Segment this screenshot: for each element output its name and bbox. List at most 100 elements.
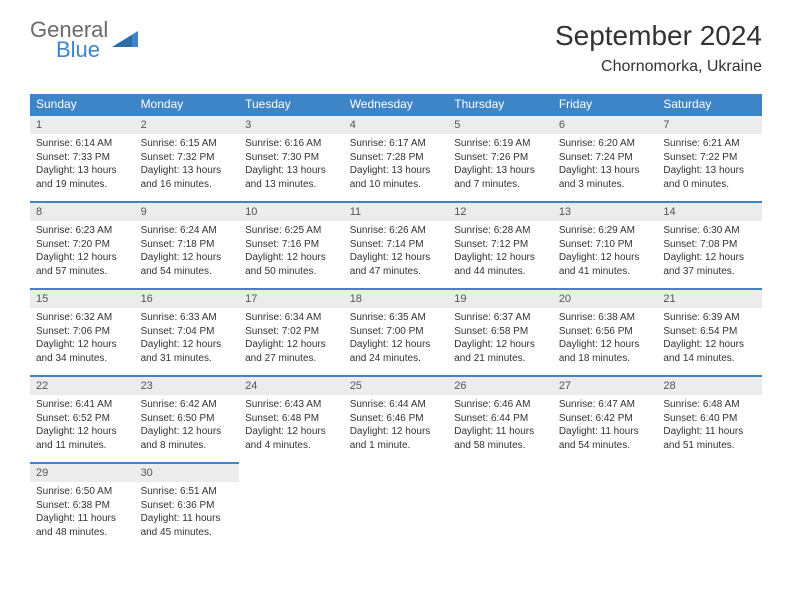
sunrise-text: Sunrise: 6:32 AM: [36, 311, 129, 325]
sunset-text: Sunset: 7:22 PM: [663, 151, 756, 165]
daylight-text: Daylight: 12 hours and 47 minutes.: [350, 251, 443, 278]
sunrise-text: Sunrise: 6:20 AM: [559, 137, 652, 151]
title-block: September 2024 Chornomorka, Ukraine: [555, 20, 762, 76]
day-number: 16: [135, 290, 240, 308]
day-cell: 15Sunrise: 6:32 AMSunset: 7:06 PMDayligh…: [30, 289, 135, 376]
dow-header-row: Sunday Monday Tuesday Wednesday Thursday…: [30, 94, 762, 115]
sunrise-text: Sunrise: 6:33 AM: [141, 311, 234, 325]
day-number: 18: [344, 290, 449, 308]
day-cell: 4Sunrise: 6:17 AMSunset: 7:28 PMDaylight…: [344, 115, 449, 202]
daylight-text: Daylight: 12 hours and 14 minutes.: [663, 338, 756, 365]
day-cell: 13Sunrise: 6:29 AMSunset: 7:10 PMDayligh…: [553, 202, 658, 289]
daylight-text: Daylight: 11 hours and 58 minutes.: [454, 425, 547, 452]
day-number: 24: [239, 377, 344, 395]
day-cell: 12Sunrise: 6:28 AMSunset: 7:12 PMDayligh…: [448, 202, 553, 289]
daylight-text: Daylight: 13 hours and 0 minutes.: [663, 164, 756, 191]
day-cell: 18Sunrise: 6:35 AMSunset: 7:00 PMDayligh…: [344, 289, 449, 376]
day-cell: [344, 463, 449, 549]
day-cell: 16Sunrise: 6:33 AMSunset: 7:04 PMDayligh…: [135, 289, 240, 376]
day-cell: 1Sunrise: 6:14 AMSunset: 7:33 PMDaylight…: [30, 115, 135, 202]
sunrise-text: Sunrise: 6:46 AM: [454, 398, 547, 412]
sunset-text: Sunset: 7:12 PM: [454, 238, 547, 252]
day-body: Sunrise: 6:20 AMSunset: 7:24 PMDaylight:…: [553, 134, 658, 201]
day-body: Sunrise: 6:21 AMSunset: 7:22 PMDaylight:…: [657, 134, 762, 201]
day-number: 27: [553, 377, 658, 395]
day-number: 14: [657, 203, 762, 221]
day-body: Sunrise: 6:16 AMSunset: 7:30 PMDaylight:…: [239, 134, 344, 201]
sunrise-text: Sunrise: 6:19 AM: [454, 137, 547, 151]
sunrise-text: Sunrise: 6:38 AM: [559, 311, 652, 325]
sunset-text: Sunset: 7:32 PM: [141, 151, 234, 165]
day-number: 15: [30, 290, 135, 308]
sunrise-text: Sunrise: 6:41 AM: [36, 398, 129, 412]
sunset-text: Sunset: 6:50 PM: [141, 412, 234, 426]
dow-sunday: Sunday: [30, 94, 135, 115]
sunrise-text: Sunrise: 6:30 AM: [663, 224, 756, 238]
day-cell: 30Sunrise: 6:51 AMSunset: 6:36 PMDayligh…: [135, 463, 240, 549]
daylight-text: Daylight: 12 hours and 57 minutes.: [36, 251, 129, 278]
day-cell: [657, 463, 762, 549]
day-cell: 14Sunrise: 6:30 AMSunset: 7:08 PMDayligh…: [657, 202, 762, 289]
day-cell: 11Sunrise: 6:26 AMSunset: 7:14 PMDayligh…: [344, 202, 449, 289]
sunset-text: Sunset: 6:48 PM: [245, 412, 338, 426]
day-body: Sunrise: 6:48 AMSunset: 6:40 PMDaylight:…: [657, 395, 762, 462]
daylight-text: Daylight: 12 hours and 50 minutes.: [245, 251, 338, 278]
day-cell: 10Sunrise: 6:25 AMSunset: 7:16 PMDayligh…: [239, 202, 344, 289]
day-cell: 23Sunrise: 6:42 AMSunset: 6:50 PMDayligh…: [135, 376, 240, 463]
day-cell: 5Sunrise: 6:19 AMSunset: 7:26 PMDaylight…: [448, 115, 553, 202]
day-number: 8: [30, 203, 135, 221]
day-body: Sunrise: 6:23 AMSunset: 7:20 PMDaylight:…: [30, 221, 135, 288]
triangle-icon: [112, 27, 138, 47]
day-cell: [553, 463, 658, 549]
calendar-table: Sunday Monday Tuesday Wednesday Thursday…: [30, 94, 762, 549]
daylight-text: Daylight: 11 hours and 45 minutes.: [141, 512, 234, 539]
sunrise-text: Sunrise: 6:47 AM: [559, 398, 652, 412]
day-body: Sunrise: 6:37 AMSunset: 6:58 PMDaylight:…: [448, 308, 553, 375]
sunset-text: Sunset: 6:56 PM: [559, 325, 652, 339]
day-number: 3: [239, 116, 344, 134]
day-cell: 19Sunrise: 6:37 AMSunset: 6:58 PMDayligh…: [448, 289, 553, 376]
day-body: Sunrise: 6:29 AMSunset: 7:10 PMDaylight:…: [553, 221, 658, 288]
sunset-text: Sunset: 7:08 PM: [663, 238, 756, 252]
day-cell: 7Sunrise: 6:21 AMSunset: 7:22 PMDaylight…: [657, 115, 762, 202]
sunrise-text: Sunrise: 6:14 AM: [36, 137, 129, 151]
day-cell: 26Sunrise: 6:46 AMSunset: 6:44 PMDayligh…: [448, 376, 553, 463]
sunset-text: Sunset: 6:54 PM: [663, 325, 756, 339]
sunrise-text: Sunrise: 6:21 AM: [663, 137, 756, 151]
day-body: Sunrise: 6:32 AMSunset: 7:06 PMDaylight:…: [30, 308, 135, 375]
day-cell: 27Sunrise: 6:47 AMSunset: 6:42 PMDayligh…: [553, 376, 658, 463]
sunset-text: Sunset: 7:24 PM: [559, 151, 652, 165]
sunrise-text: Sunrise: 6:17 AM: [350, 137, 443, 151]
day-body: Sunrise: 6:47 AMSunset: 6:42 PMDaylight:…: [553, 395, 658, 462]
day-body: Sunrise: 6:43 AMSunset: 6:48 PMDaylight:…: [239, 395, 344, 462]
sunset-text: Sunset: 7:06 PM: [36, 325, 129, 339]
daylight-text: Daylight: 13 hours and 19 minutes.: [36, 164, 129, 191]
daylight-text: Daylight: 12 hours and 4 minutes.: [245, 425, 338, 452]
sunrise-text: Sunrise: 6:25 AM: [245, 224, 338, 238]
table-row: 22Sunrise: 6:41 AMSunset: 6:52 PMDayligh…: [30, 376, 762, 463]
day-number: 2: [135, 116, 240, 134]
page-title: September 2024: [555, 20, 762, 52]
sunrise-text: Sunrise: 6:39 AM: [663, 311, 756, 325]
day-cell: 24Sunrise: 6:43 AMSunset: 6:48 PMDayligh…: [239, 376, 344, 463]
brand-logo: General Blue: [30, 20, 138, 60]
dow-friday: Friday: [553, 94, 658, 115]
day-number: 20: [553, 290, 658, 308]
table-row: 8Sunrise: 6:23 AMSunset: 7:20 PMDaylight…: [30, 202, 762, 289]
day-number: 4: [344, 116, 449, 134]
table-row: 29Sunrise: 6:50 AMSunset: 6:38 PMDayligh…: [30, 463, 762, 549]
day-number: 22: [30, 377, 135, 395]
day-body: Sunrise: 6:33 AMSunset: 7:04 PMDaylight:…: [135, 308, 240, 375]
sunrise-text: Sunrise: 6:51 AM: [141, 485, 234, 499]
day-cell: 17Sunrise: 6:34 AMSunset: 7:02 PMDayligh…: [239, 289, 344, 376]
dow-tuesday: Tuesday: [239, 94, 344, 115]
daylight-text: Daylight: 12 hours and 8 minutes.: [141, 425, 234, 452]
day-cell: 9Sunrise: 6:24 AMSunset: 7:18 PMDaylight…: [135, 202, 240, 289]
day-number: 17: [239, 290, 344, 308]
brand-text: General Blue: [30, 20, 108, 60]
day-cell: 22Sunrise: 6:41 AMSunset: 6:52 PMDayligh…: [30, 376, 135, 463]
sunset-text: Sunset: 7:16 PM: [245, 238, 338, 252]
sunrise-text: Sunrise: 6:15 AM: [141, 137, 234, 151]
sunset-text: Sunset: 7:04 PM: [141, 325, 234, 339]
daylight-text: Daylight: 12 hours and 41 minutes.: [559, 251, 652, 278]
